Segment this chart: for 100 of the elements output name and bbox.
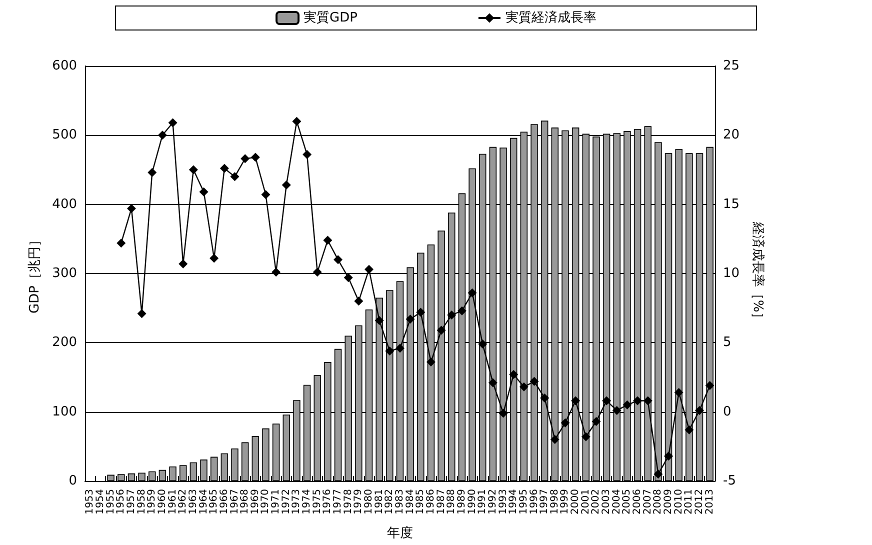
point: [581, 432, 590, 442]
x-tick-label: 1986: [425, 489, 436, 514]
point: [272, 268, 281, 277]
x-tick-label: 1978: [342, 489, 354, 514]
x-tick-label: 1957: [126, 489, 137, 514]
x-tick-label: 2005: [622, 489, 633, 514]
x-tick-label: 1965: [208, 489, 220, 514]
point: [334, 255, 343, 264]
x-tick-label: 1956: [116, 489, 127, 514]
x-tick-label: 1985: [415, 489, 426, 514]
point: [240, 154, 250, 164]
point: [116, 238, 126, 248]
x-tick-label: 1999: [560, 489, 571, 514]
point: [323, 236, 332, 245]
x-tick-label: 1971: [270, 489, 282, 514]
x-tick-label: 1993: [498, 489, 509, 514]
y2-axis-title: 経済成長率［%］: [750, 220, 766, 326]
point: [137, 309, 146, 318]
y2-tick-label: 15: [723, 196, 740, 212]
point: [385, 346, 394, 356]
y2-tick-label: 25: [723, 58, 740, 74]
x-tick-label: 1989: [456, 489, 468, 514]
x-tick-label: 2012: [694, 489, 706, 514]
x-tick-label: 1967: [229, 489, 240, 514]
x-tick-label: 1997: [539, 489, 550, 514]
x-tick-label: 2007: [642, 489, 654, 514]
legend-label: 実質経済成長率: [505, 10, 596, 26]
x-tick-label: 2013: [704, 489, 716, 514]
point: [468, 288, 477, 298]
x-tick-label: 1976: [322, 489, 334, 514]
point: [560, 418, 570, 428]
x-tick-label: 2002: [590, 489, 602, 514]
point: [178, 259, 188, 268]
x-tick-label: 1977: [332, 489, 344, 514]
point: [406, 314, 415, 324]
point: [664, 452, 674, 461]
x-tick-label: 1992: [487, 489, 498, 514]
point: [210, 254, 219, 263]
y-tick-label: 400: [52, 196, 77, 212]
point: [158, 130, 167, 140]
x-tick-label: 1958: [136, 489, 148, 514]
x-tick-label: 1981: [374, 489, 385, 514]
x-tick-label: 1963: [188, 489, 199, 514]
point: [312, 268, 322, 277]
x-tick-label: 1990: [466, 489, 478, 514]
x-tick-label: 1969: [250, 489, 261, 514]
point: [282, 180, 291, 190]
y2-tick-label: 0: [723, 404, 732, 420]
x-tick-label: 1979: [353, 489, 364, 514]
x-tick-label: 1966: [218, 489, 230, 514]
x-tick-label: 2000: [570, 489, 582, 514]
x-tick-label: 2011: [684, 489, 695, 514]
x-tick-label: 1953: [84, 489, 96, 514]
point: [705, 381, 714, 390]
point: [396, 344, 404, 353]
y2-tick-label: 20: [723, 128, 740, 143]
x-tick-label: 1998: [549, 489, 560, 514]
point: [374, 316, 384, 326]
point: [540, 394, 550, 402]
point: [612, 406, 622, 415]
point: [436, 326, 446, 335]
x-tick-label: 1982: [384, 489, 396, 514]
x-tick-label: 1975: [312, 489, 323, 514]
point: [550, 435, 560, 444]
x-tick-label: 1962: [178, 489, 189, 514]
point: [261, 190, 270, 200]
x-tick-label: 1980: [364, 489, 375, 514]
y-tick-label: 100: [52, 404, 77, 420]
x-tick-label: 2008: [652, 489, 664, 514]
point: [622, 400, 632, 410]
y2-tick-label: -5: [723, 474, 736, 488]
point: [199, 187, 208, 196]
point: [188, 165, 198, 174]
legend-label: 実質GDP: [304, 10, 358, 26]
point: [416, 308, 426, 317]
point: [457, 306, 466, 316]
point: [654, 470, 663, 479]
point: [354, 296, 364, 306]
point: [220, 164, 229, 173]
point: [168, 118, 178, 128]
x-tick-label: 1954: [94, 489, 106, 514]
x-tick-label: 2003: [601, 489, 612, 514]
x-tick-label: 1970: [260, 489, 272, 514]
x-tick-label: 1955: [105, 489, 116, 514]
x-tick-label: 2010: [673, 489, 684, 514]
point: [530, 376, 539, 386]
point: [426, 358, 436, 367]
point: [592, 417, 601, 426]
point: [602, 396, 612, 406]
y-tick-label: 0: [68, 474, 77, 488]
x-tick-label: 1973: [291, 489, 302, 514]
point: [364, 264, 374, 274]
y-tick-label: 300: [52, 266, 77, 281]
point: [509, 370, 518, 379]
x-tick-label: 1983: [394, 489, 406, 514]
y-tick-label: 200: [52, 335, 77, 350]
point: [519, 382, 528, 392]
point: [292, 116, 302, 126]
y-tick-label: 600: [52, 58, 77, 74]
point: [488, 378, 498, 388]
